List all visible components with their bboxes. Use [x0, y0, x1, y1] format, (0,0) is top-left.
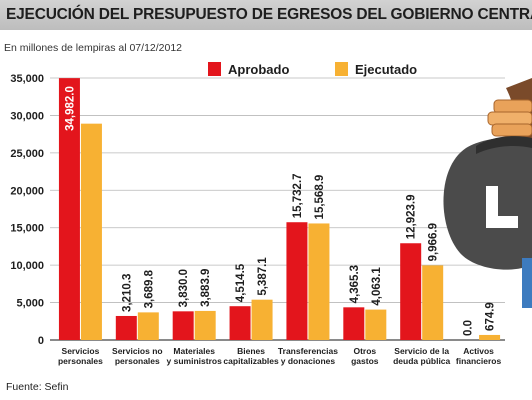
x-tick-label: capitalizables — [223, 356, 279, 366]
bar-aprobado — [229, 306, 251, 340]
bar-ejecutado — [194, 310, 216, 340]
bar-ejecutado — [365, 309, 387, 340]
y-tick-label: 5,000 — [16, 298, 44, 310]
x-tick-label: y suministros — [167, 356, 223, 366]
x-tick-label: Materiales — [173, 346, 215, 356]
bar-ejecutado — [479, 334, 501, 340]
legend-swatch-ejecutado — [335, 62, 348, 76]
title-bar: EJECUCIÓN DEL PRESUPUESTO DE EGRESOS DEL… — [0, 0, 532, 30]
x-tick-label: financieros — [456, 356, 502, 366]
y-tick-label: 0 — [38, 335, 44, 347]
data-label: 9,966.9 — [428, 223, 440, 261]
data-label: 4,514.5 — [235, 263, 247, 302]
data-label: 3,830.0 — [178, 269, 190, 307]
bar-ejecutado — [80, 123, 102, 340]
data-label: 3,883.9 — [200, 269, 212, 307]
legend-label-ejecutado: Ejecutado — [355, 62, 418, 77]
bar-ejecutado — [137, 312, 159, 340]
chart-title: EJECUCIÓN DEL PRESUPUESTO DE EGRESOS DEL… — [6, 6, 532, 23]
data-label: 15,732.7 — [292, 173, 304, 218]
y-tick-label: 35,000 — [10, 73, 44, 85]
bar-aprobado — [286, 222, 308, 340]
y-tick-label: 10,000 — [10, 260, 44, 272]
bar-aprobado — [172, 311, 194, 340]
data-label: 15,568.9 — [314, 175, 326, 220]
data-label: 34,982.0 — [64, 86, 76, 131]
x-tick-label: personales — [58, 356, 103, 366]
data-label: 3,689.8 — [143, 269, 155, 308]
y-tick-label: 25,000 — [10, 148, 44, 160]
x-tick-label: personales — [115, 356, 160, 366]
bar-ejecutado — [308, 223, 330, 340]
x-tick-label: Servicio de la — [394, 346, 449, 356]
x-tick-label: gastos — [351, 356, 379, 366]
bar-aprobado — [58, 78, 80, 341]
x-tick-label: Transferencias — [278, 346, 338, 356]
chart-source: Fuente: Sefin — [6, 381, 69, 393]
data-label: 5,387.1 — [257, 257, 269, 296]
x-tick-label: Activos — [463, 346, 494, 356]
y-tick-label: 30,000 — [10, 110, 44, 122]
x-tick-label: Otros — [353, 346, 376, 356]
y-tick-label: 20,000 — [10, 185, 44, 197]
data-label: 674.9 — [485, 302, 497, 331]
bar-aprobado — [400, 243, 422, 340]
bar-ejecutado — [251, 299, 273, 340]
data-label: 0.0 — [463, 320, 475, 336]
legend-swatch-aprobado — [208, 62, 221, 76]
x-tick-label: y donaciones — [281, 356, 336, 366]
x-tick-label: Servicios no — [112, 346, 163, 356]
x-tick-label: Bienes — [237, 346, 265, 356]
chart-subtitle: En millones de lempiras al 07/12/2012 — [4, 42, 183, 54]
x-tick-label: Servicios — [62, 346, 100, 356]
data-label: 4,063.1 — [371, 267, 383, 306]
bar-aprobado — [115, 315, 137, 340]
x-tick-label: deuda pública — [393, 356, 450, 366]
data-label: 12,923.9 — [406, 194, 418, 239]
legend-label-aprobado: Aprobado — [228, 62, 290, 77]
y-tick-label: 15,000 — [10, 223, 44, 235]
money-bag-illustration — [443, 78, 532, 308]
data-label: 3,210.3 — [121, 274, 133, 312]
data-label: 4,365.3 — [349, 265, 361, 303]
bar-aprobado — [343, 307, 365, 340]
bar-ejecutado — [422, 265, 444, 340]
